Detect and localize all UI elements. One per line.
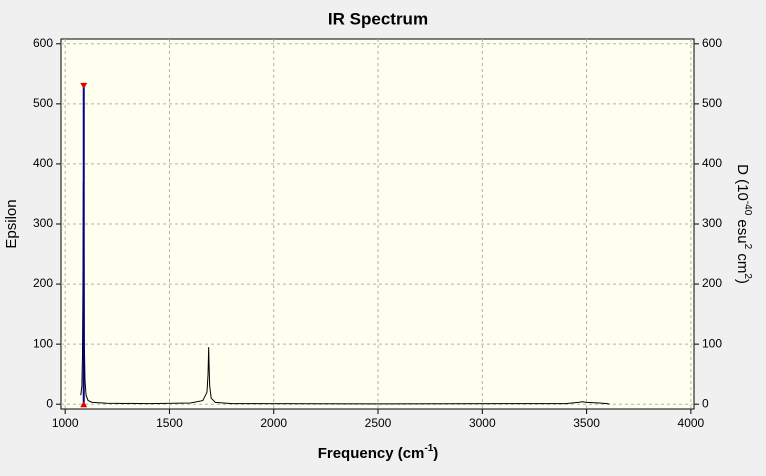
y-tick-label: 100 bbox=[33, 336, 53, 350]
x-label-sup: -1 bbox=[424, 443, 433, 454]
x-tick-label: 1500 bbox=[156, 416, 183, 430]
y2-label-part: -40 bbox=[742, 201, 753, 216]
x-axis-label: Frequency (cm-1) bbox=[318, 443, 439, 462]
chart-title: IR Spectrum bbox=[328, 9, 428, 28]
y2-label-part: esu bbox=[734, 215, 751, 243]
x-tick-label: 4000 bbox=[678, 416, 705, 430]
y-tick-label: 500 bbox=[33, 96, 53, 110]
y2-label-part: 2 bbox=[742, 273, 753, 279]
stick-marker bbox=[80, 401, 88, 408]
x-tick-label: 3500 bbox=[573, 416, 600, 430]
y2-tick-label: 400 bbox=[702, 156, 722, 170]
y-tick-label: 200 bbox=[33, 276, 53, 290]
y2-label-part: cm bbox=[734, 249, 751, 273]
x-tick-label: 2000 bbox=[260, 416, 287, 430]
y2-tick-label: 100 bbox=[702, 336, 722, 350]
y2-tick-label: 200 bbox=[702, 276, 722, 290]
y2-tick-label: 600 bbox=[702, 36, 722, 50]
y-axis-label: Epsilon bbox=[3, 199, 20, 248]
stick-marker bbox=[80, 82, 88, 89]
y2-tick-label: 300 bbox=[702, 216, 722, 230]
y2-tick-label: 0 bbox=[702, 396, 709, 410]
y2-label-part: 2 bbox=[742, 244, 753, 250]
x-label-tail: ) bbox=[433, 445, 438, 462]
y-tick-label: 300 bbox=[33, 216, 53, 230]
y-tick-label: 600 bbox=[33, 36, 53, 50]
x-label-text: Frequency (cm bbox=[318, 445, 425, 462]
x-tick-label: 1000 bbox=[52, 416, 79, 430]
y2-tick-label: 500 bbox=[702, 96, 722, 110]
y2-axis-label: D (10-40 esu2 cm2) bbox=[734, 164, 753, 284]
y-tick-label: 400 bbox=[33, 156, 53, 170]
x-tick-label: 2500 bbox=[365, 416, 392, 430]
y2-label-part: ) bbox=[734, 279, 751, 284]
y2-label-part: D (10 bbox=[734, 164, 751, 201]
y-tick-label: 0 bbox=[46, 396, 53, 410]
plot-area bbox=[60, 38, 695, 410]
x-tick-label: 3000 bbox=[469, 416, 496, 430]
